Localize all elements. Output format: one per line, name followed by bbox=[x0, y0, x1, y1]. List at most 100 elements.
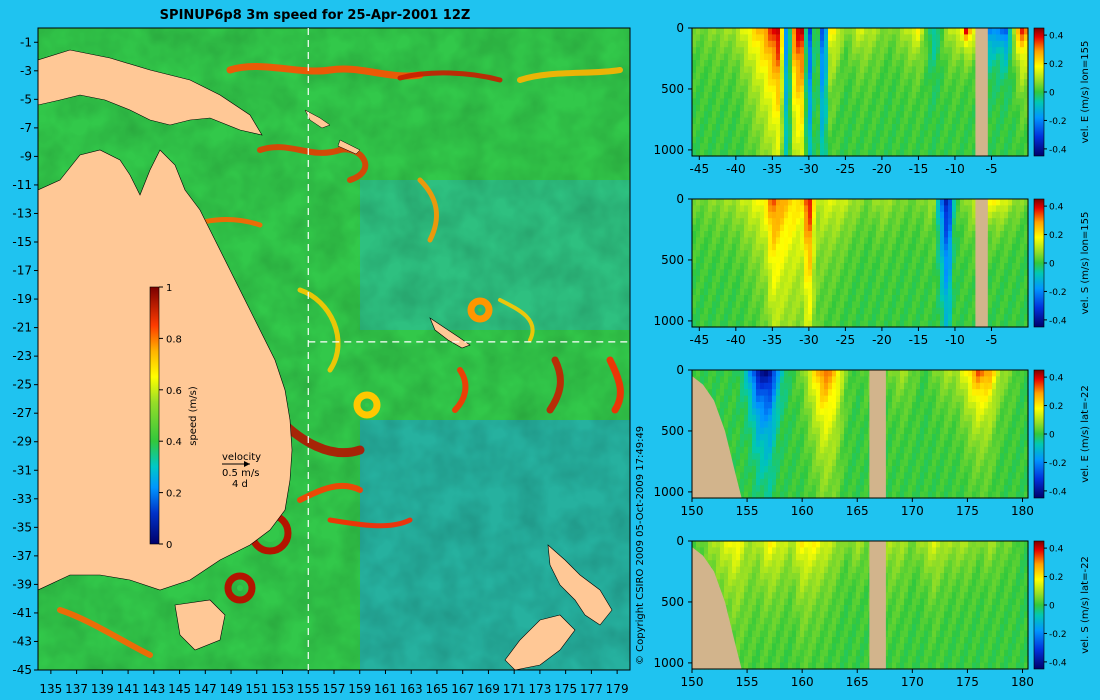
heatmap-cell bbox=[1000, 98, 1005, 106]
heatmap-cell bbox=[816, 199, 821, 206]
heatmap-cell bbox=[828, 421, 833, 429]
heatmap-cell bbox=[812, 414, 817, 422]
heatmap-cell bbox=[864, 143, 869, 151]
heatmap-cell bbox=[856, 136, 861, 144]
speed-colorbar-tick-label: 0.2 bbox=[166, 489, 182, 500]
heatmap-cell bbox=[888, 92, 893, 99]
heatmap-cell bbox=[748, 402, 753, 409]
heatmap-cell bbox=[808, 485, 813, 493]
heatmap-cell bbox=[820, 104, 825, 112]
heatmap-cell bbox=[828, 472, 833, 480]
heatmap-cell bbox=[1008, 224, 1013, 232]
heatmap-cell bbox=[844, 224, 849, 232]
heatmap-cell bbox=[936, 143, 941, 151]
heatmap-cell bbox=[708, 60, 713, 67]
heatmap-cell bbox=[916, 408, 921, 416]
heatmap-cell bbox=[832, 136, 837, 144]
heatmap-cell bbox=[832, 199, 837, 206]
heatmap-cell bbox=[840, 320, 845, 328]
heatmap-cell bbox=[768, 205, 773, 213]
section-xtick-label: -25 bbox=[836, 333, 856, 347]
heatmap-cell bbox=[692, 243, 697, 251]
heatmap-cell bbox=[988, 72, 993, 80]
heatmap-cell bbox=[912, 111, 917, 119]
heatmap-cell bbox=[812, 224, 817, 232]
heatmap-cell bbox=[860, 104, 865, 112]
heatmap-cell bbox=[692, 79, 697, 87]
heatmap-cell bbox=[876, 218, 881, 226]
heatmap-cell bbox=[784, 263, 789, 270]
heatmap-cell bbox=[728, 199, 733, 206]
heatmap-cell bbox=[836, 149, 841, 157]
heatmap-cell bbox=[724, 92, 729, 99]
heatmap-cell bbox=[932, 485, 937, 493]
heatmap-cell bbox=[916, 237, 921, 245]
heatmap-cell bbox=[1012, 295, 1017, 302]
heatmap-cell bbox=[932, 434, 937, 441]
heatmap-cell bbox=[952, 250, 957, 258]
heatmap-cell bbox=[748, 395, 753, 403]
heatmap-cell bbox=[952, 478, 957, 486]
heatmap-cell bbox=[772, 288, 777, 296]
heatmap-cell bbox=[748, 314, 753, 322]
heatmap-cell bbox=[936, 104, 941, 112]
heatmap-cell bbox=[940, 53, 945, 61]
heatmap-cell bbox=[736, 389, 741, 397]
heatmap-cell bbox=[764, 237, 769, 245]
heatmap-cell bbox=[948, 427, 953, 435]
heatmap-cell bbox=[920, 414, 925, 422]
heatmap-cell bbox=[852, 301, 857, 309]
heatmap-cell bbox=[836, 263, 841, 270]
heatmap-cell bbox=[744, 288, 749, 296]
heatmap-cell bbox=[996, 136, 1001, 144]
heatmap-cell bbox=[732, 250, 737, 258]
heatmap-cell bbox=[908, 320, 913, 328]
heatmap-cell bbox=[728, 389, 733, 397]
heatmap-cell bbox=[856, 40, 861, 48]
heatmap-cell bbox=[924, 275, 929, 283]
heatmap-cell bbox=[816, 85, 821, 93]
heatmap-cell bbox=[736, 66, 741, 74]
heatmap-cell bbox=[912, 282, 917, 290]
heatmap-cell bbox=[724, 205, 729, 213]
heatmap-cell bbox=[848, 117, 853, 125]
heatmap-cell bbox=[920, 85, 925, 93]
heatmap-cell bbox=[1020, 263, 1025, 270]
heatmap-cell bbox=[924, 288, 929, 296]
heatmap-cell bbox=[880, 40, 885, 48]
heatmap-cell bbox=[864, 243, 869, 251]
heatmap-cell bbox=[768, 79, 773, 87]
heatmap-cell bbox=[952, 243, 957, 251]
heatmap-cell bbox=[764, 256, 769, 264]
heatmap-cell bbox=[988, 320, 993, 328]
heatmap-cell bbox=[784, 111, 789, 119]
heatmap-cell bbox=[896, 263, 901, 270]
heatmap-cell bbox=[716, 395, 721, 403]
heatmap-cell bbox=[992, 136, 997, 144]
heatmap-cell bbox=[860, 440, 865, 448]
heatmap-cell bbox=[820, 408, 825, 416]
heatmap-cell bbox=[928, 224, 933, 232]
heatmap-cell bbox=[924, 136, 929, 144]
heatmap-cell bbox=[760, 79, 765, 87]
heatmap-cell bbox=[852, 472, 857, 480]
heatmap-cell bbox=[836, 472, 841, 480]
heatmap-cell bbox=[776, 117, 781, 125]
heatmap-cell bbox=[840, 256, 845, 264]
heatmap-cell bbox=[932, 395, 937, 403]
heatmap-cell bbox=[832, 250, 837, 258]
heatmap-cell bbox=[804, 143, 809, 151]
section-xtick-label: -15 bbox=[909, 162, 929, 176]
section-colorbar-tick-label: -0.4 bbox=[1049, 145, 1067, 155]
heatmap-cell bbox=[852, 79, 857, 87]
heatmap-cell bbox=[804, 53, 809, 61]
heatmap-cell bbox=[940, 243, 945, 251]
heatmap-cell bbox=[948, 211, 953, 219]
heatmap-cell bbox=[928, 446, 933, 454]
heatmap-cell bbox=[844, 85, 849, 93]
heatmap-cell bbox=[968, 395, 973, 403]
heatmap-cell bbox=[996, 275, 1001, 283]
heatmap-cell bbox=[920, 117, 925, 125]
heatmap-cell bbox=[808, 149, 813, 157]
heatmap-cell bbox=[1020, 117, 1025, 125]
